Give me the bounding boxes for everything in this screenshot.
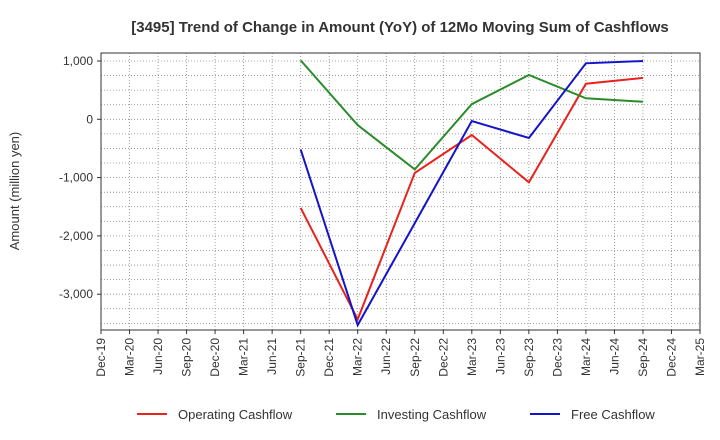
series-line-investing-cashflow [299, 59, 644, 171]
legend-label-operating-cashflow: Operating Cashflow [178, 407, 293, 422]
x-tick-label: Jun-21 [265, 338, 279, 375]
legend-label-investing-cashflow: Investing Cashflow [377, 407, 487, 422]
x-tick-label: Sep-20 [180, 338, 194, 377]
x-tick-label: Mar-20 [123, 338, 137, 376]
y-tick-label: -3,000 [59, 287, 93, 301]
series-line-free-cashflow [299, 60, 644, 328]
plot-area-frame [100, 52, 701, 331]
x-tick-label: Mar-21 [237, 338, 251, 376]
y-tick-label: 1,000 [63, 54, 93, 68]
chart-title: [3495] Trend of Change in Amount (YoY) o… [131, 19, 669, 36]
x-tick-label: Jun-22 [379, 338, 393, 375]
y-tick-label: -2,000 [59, 229, 93, 243]
x-axis-ticks: Dec-19 Mar-20 Jun-20 Sep-20 Dec-20 Mar-21 Jun-… [94, 330, 707, 377]
x-tick-label: Mar-23 [465, 338, 479, 376]
x-tick-label: Dec-20 [208, 338, 222, 377]
x-tick-label: Sep-23 [522, 338, 536, 377]
x-tick-label: Jun-23 [493, 338, 507, 375]
x-tick-label: Jun-20 [151, 338, 165, 375]
x-tick-label: Sep-24 [636, 338, 650, 377]
y-axis-ticks: 1,000 0 -1,000 -2,000 -3,000 [59, 54, 101, 301]
x-tick-label: Mar-25 [693, 338, 707, 376]
series-lines [299, 59, 644, 328]
x-tick-label: Jun-24 [607, 338, 621, 375]
grid [100, 53, 701, 330]
legend: Operating Cashflow Investing Cashflow Free… [137, 407, 655, 422]
series-line-operating-cashflow [299, 76, 644, 322]
x-tick-label: Dec-23 [550, 338, 564, 377]
x-tick-label: Dec-24 [664, 338, 678, 377]
x-tick-label: Mar-24 [579, 338, 593, 376]
y-tick-label: -1,000 [59, 171, 93, 185]
x-tick-label: Dec-22 [436, 338, 450, 377]
x-tick-label: Sep-21 [294, 338, 308, 377]
x-tick-label: Sep-22 [408, 338, 422, 377]
y-tick-label: 0 [86, 112, 93, 126]
x-tick-label: Dec-21 [322, 338, 336, 377]
legend-label-free-cashflow: Free Cashflow [571, 407, 655, 422]
x-tick-label: Dec-19 [94, 338, 108, 377]
x-tick-label: Mar-22 [351, 338, 365, 376]
y-axis-label: Amount (million yen) [7, 132, 22, 251]
